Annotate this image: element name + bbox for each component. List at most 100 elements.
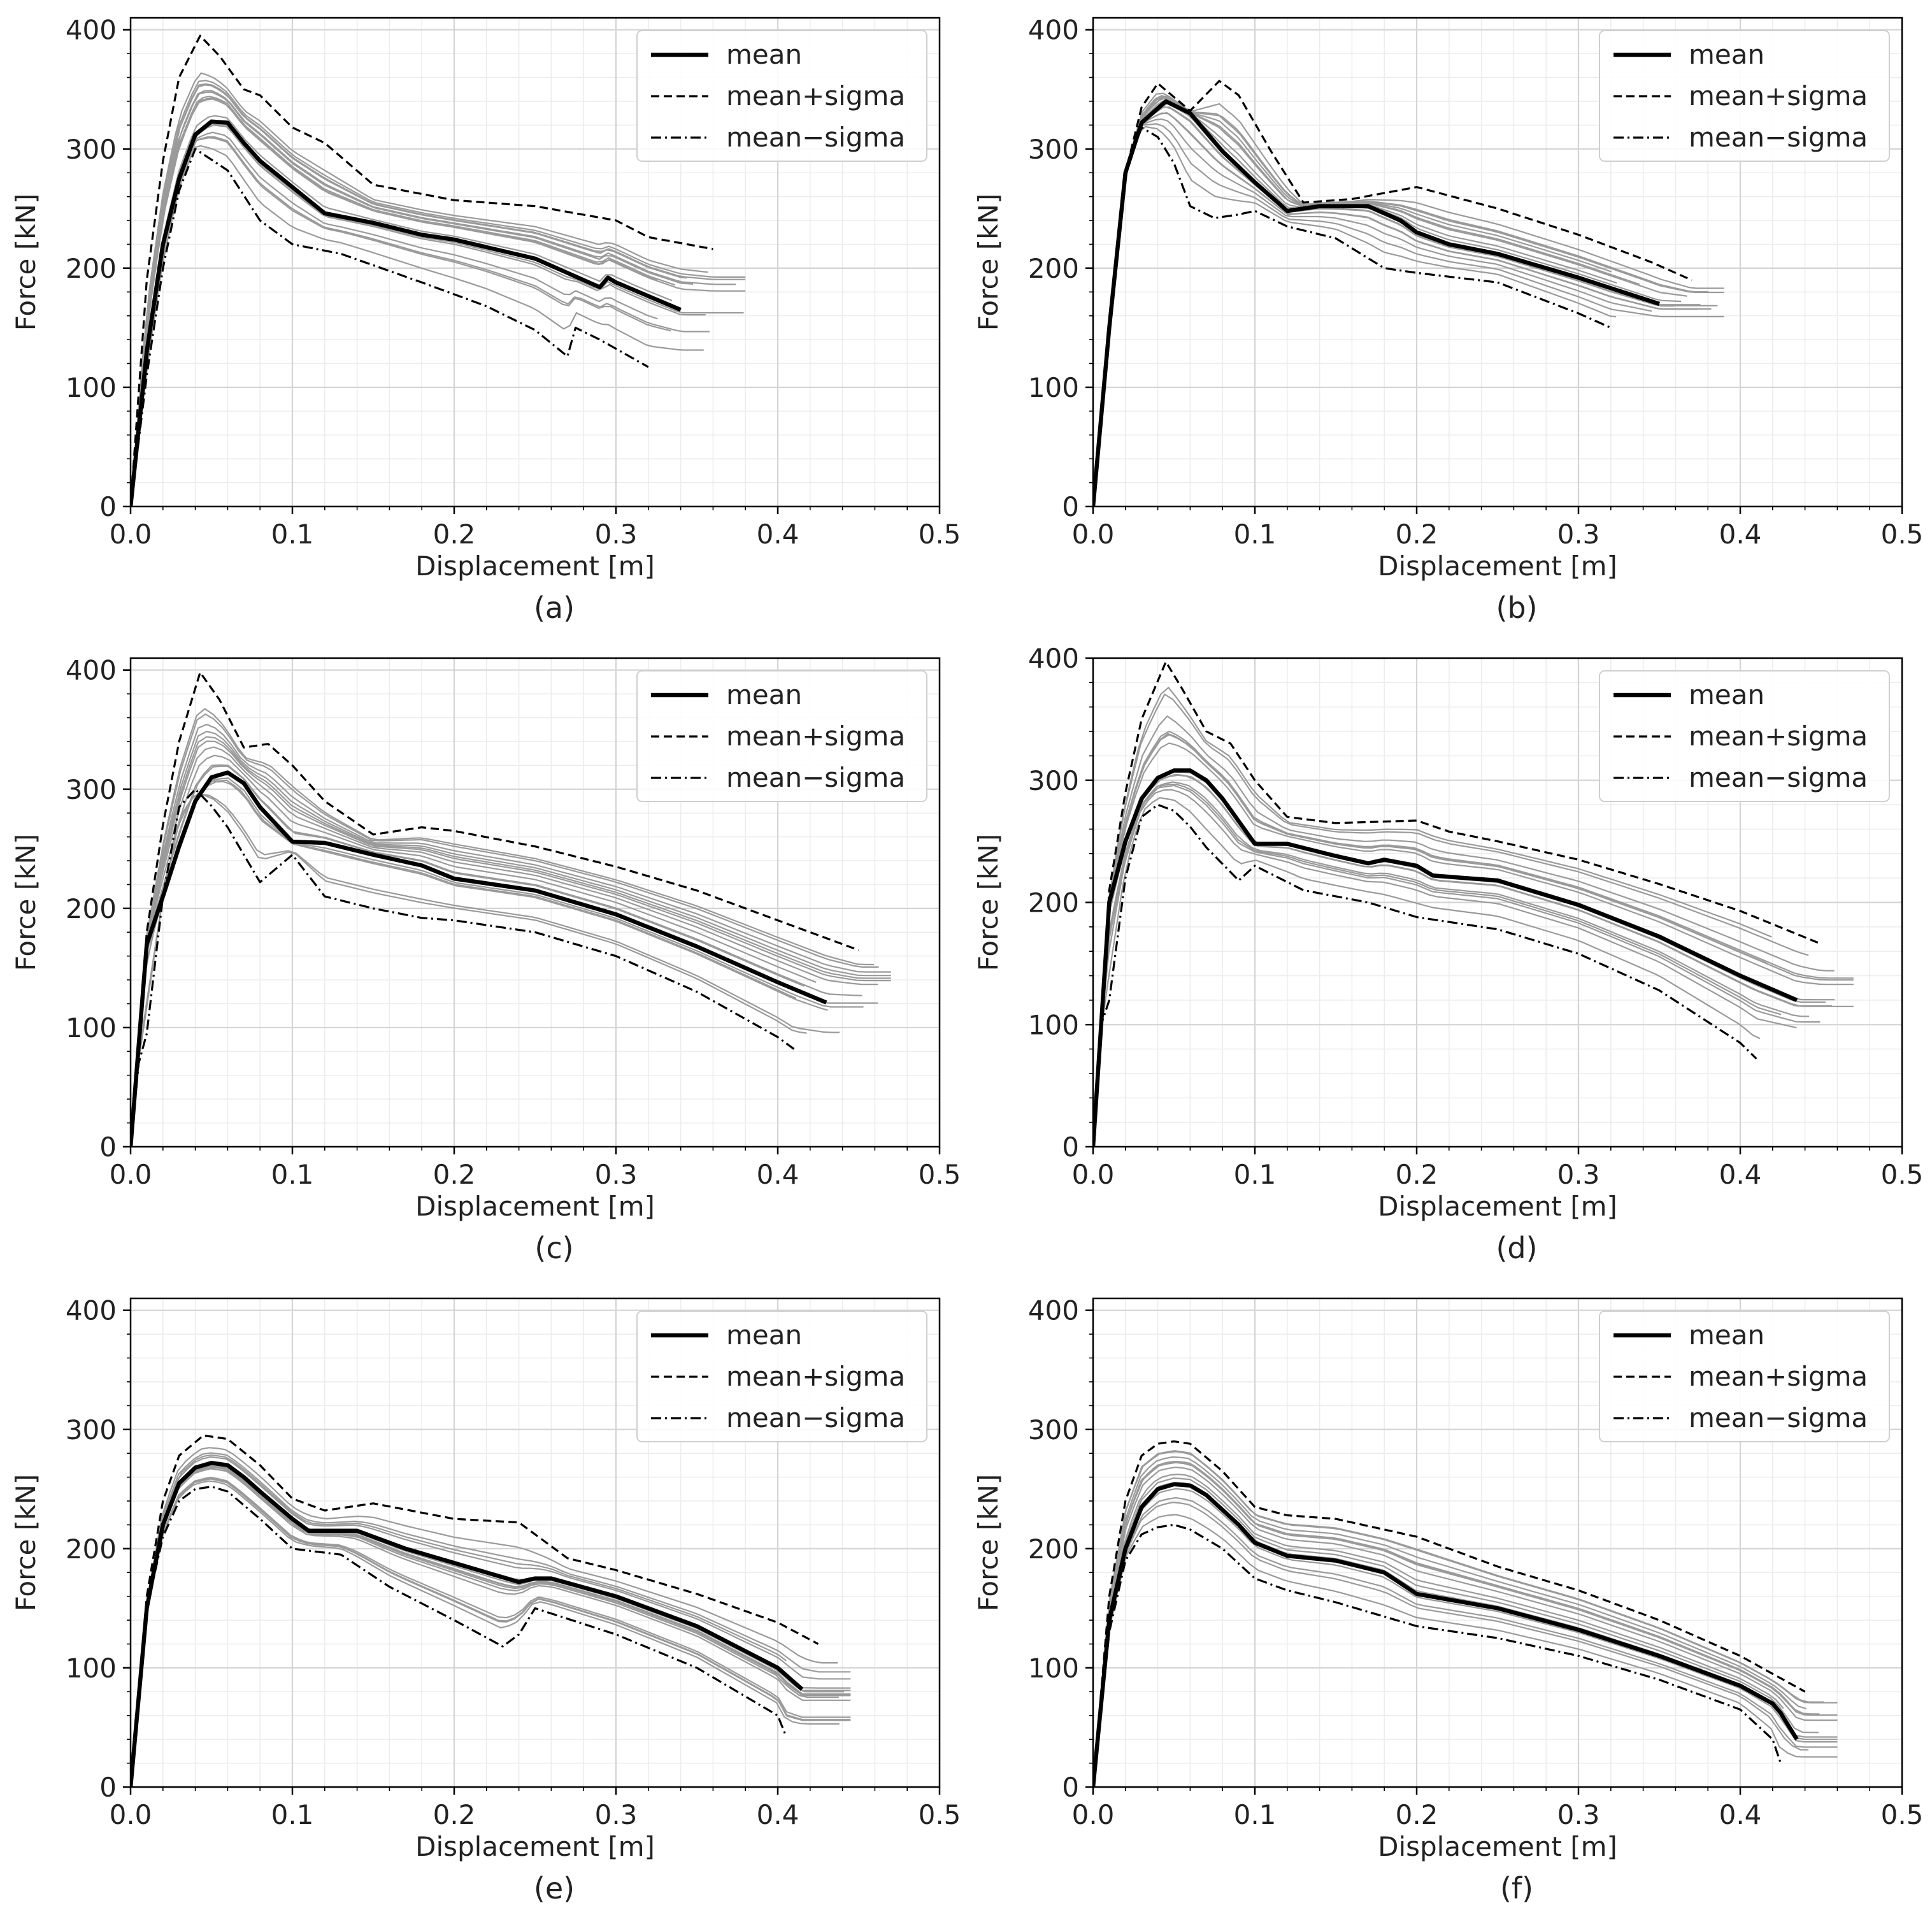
panel-label: (c) — [534, 1231, 573, 1265]
y-tick-label: 100 — [1028, 1009, 1079, 1040]
data-layer — [1093, 1440, 1838, 1787]
x-tick-label: 0.1 — [1234, 519, 1277, 550]
x-axis-label: Displacement [m] — [415, 1831, 655, 1862]
legend-box — [636, 670, 927, 802]
ensemble-curve — [1093, 118, 1652, 506]
axes-frame — [1092, 17, 1903, 508]
ensemble-curve — [131, 713, 879, 1147]
series-line-dashed — [131, 1434, 819, 1787]
ensemble-curve — [1093, 715, 1835, 1147]
x-tick-label: 0.1 — [1234, 1799, 1277, 1830]
series-line-solid-thick — [1093, 1482, 1799, 1787]
y-tick-label: 200 — [66, 893, 117, 924]
ensemble-curve — [131, 730, 891, 1147]
x-axis: 0.0 0.1 0.2 0.3 0.4 0.5 — [1072, 506, 1924, 550]
ensemble-curve — [1093, 95, 1724, 506]
y-tick-label: 300 — [66, 774, 117, 805]
chart-panel-a: 0.0 0.1 0.2 0.3 0.4 0.5 0 100 200 300 400 Displacem… — [10, 15, 961, 625]
ensemble-curve — [1093, 783, 1782, 1147]
panel-label: (e) — [534, 1871, 575, 1906]
series-line-solid-thick — [131, 770, 827, 1147]
ensemble-curve — [1093, 797, 1761, 1147]
ensemble-curve — [1093, 1488, 1838, 1787]
x-tick-label: 0.3 — [1557, 1159, 1600, 1190]
axes-frame — [129, 1297, 941, 1788]
x-axis-label: Displacement [m] — [1378, 1191, 1617, 1222]
ensemble-curve — [1093, 106, 1675, 506]
x-tick-label: 0.5 — [1881, 519, 1924, 550]
ensemble-curve — [131, 1477, 851, 1787]
x-tick-label: 0.4 — [1719, 1159, 1762, 1190]
ensemble-curve — [131, 89, 736, 506]
y-tick-label: 300 — [1028, 765, 1079, 796]
legend-box — [1599, 30, 1890, 162]
legend-box — [1599, 670, 1890, 802]
x-tick-label: 0.5 — [919, 1159, 961, 1190]
ensemble-curve — [131, 124, 706, 506]
y-tick-label: 200 — [66, 253, 117, 284]
legend-box — [636, 30, 927, 162]
y-tick-label: 400 — [1028, 15, 1079, 46]
ensemble-curve — [1093, 1497, 1838, 1787]
ensemble-curve — [1093, 742, 1854, 1147]
ensemble-curve — [131, 145, 704, 506]
x-tick-label: 0.1 — [271, 1159, 314, 1190]
y-tick-label: 100 — [1028, 1653, 1079, 1684]
x-tick-label: 0.2 — [433, 519, 476, 550]
x-axis-label: Displacement [m] — [415, 1191, 655, 1222]
chart-panel-d: 0.0 0.1 0.2 0.3 0.4 0.5 0 100 200 300 400 Displacem… — [973, 643, 1923, 1265]
y-axis: 0 100 200 300 400 — [1028, 1295, 1093, 1803]
ensemble-curve — [131, 1456, 851, 1787]
ensemble-curve — [131, 80, 746, 506]
series-line-dashed — [1093, 80, 1692, 506]
legend-entry: mean−sigma — [726, 1402, 905, 1433]
x-tick-label: 0.2 — [433, 1159, 476, 1190]
y-tick-label: 100 — [66, 372, 117, 403]
legend-box — [636, 1310, 927, 1442]
legend-entry: mean+sigma — [726, 721, 905, 752]
ensemble-curve — [131, 1452, 851, 1787]
series-line-solid-thick — [1093, 768, 1798, 1147]
y-tick-label: 0 — [99, 1131, 117, 1163]
data-layer — [1093, 661, 1854, 1147]
ensemble-curve — [131, 740, 891, 1147]
ensemble-curve — [1093, 123, 1724, 506]
legend: mean mean+sigma mean−sigma — [1599, 1310, 1890, 1442]
ensemble-curve — [131, 96, 676, 506]
y-axis: 0 100 200 300 400 — [66, 1295, 131, 1803]
x-tick-label: 0.4 — [1719, 1799, 1762, 1830]
y-axis-label: Force [kN] — [973, 1474, 1004, 1612]
x-tick-label: 0.1 — [271, 1799, 314, 1830]
ensemble-curve — [1093, 784, 1821, 1147]
x-axis-label: Displacement [m] — [1378, 1831, 1617, 1862]
panel-label: (d) — [1496, 1231, 1537, 1265]
ensemble-curve — [1093, 686, 1772, 1147]
ensemble-curve — [131, 115, 673, 506]
series-line-dashed — [1093, 661, 1822, 1147]
x-tick-label: 0.2 — [1396, 1799, 1438, 1830]
ensemble-curve — [131, 131, 658, 506]
legend: mean mean+sigma mean−sigma — [636, 670, 927, 802]
legend: mean mean+sigma mean−sigma — [1599, 30, 1890, 162]
ensemble-curve — [1093, 1466, 1838, 1787]
series-line-dashdot — [131, 1486, 787, 1787]
ensemble-curves — [131, 708, 891, 1147]
y-axis: 0 100 200 300 400 — [1028, 643, 1093, 1163]
x-tick-label: 0.5 — [1881, 1159, 1924, 1190]
y-tick-label: 100 — [1028, 372, 1079, 403]
ensemble-curve — [1093, 773, 1832, 1147]
ensemble-curve — [1093, 1473, 1784, 1787]
x-tick-label: 0.0 — [110, 1799, 152, 1830]
y-tick-label: 200 — [1028, 887, 1079, 919]
chart-panel-c: 0.0 0.1 0.2 0.3 0.4 0.5 0 100 200 300 400 Displacem… — [10, 655, 961, 1265]
ensemble-curve — [131, 83, 746, 506]
y-axis: 0 100 200 300 400 — [1028, 15, 1093, 522]
legend: mean mean+sigma mean−sigma — [636, 30, 927, 162]
x-tick-label: 0.5 — [1881, 1799, 1924, 1830]
ensemble-curve — [1093, 1456, 1807, 1787]
x-tick-label: 0.3 — [595, 519, 638, 550]
ensemble-curve — [131, 780, 828, 1147]
y-tick-label: 300 — [66, 1414, 117, 1446]
y-tick-label: 300 — [1028, 1414, 1079, 1446]
